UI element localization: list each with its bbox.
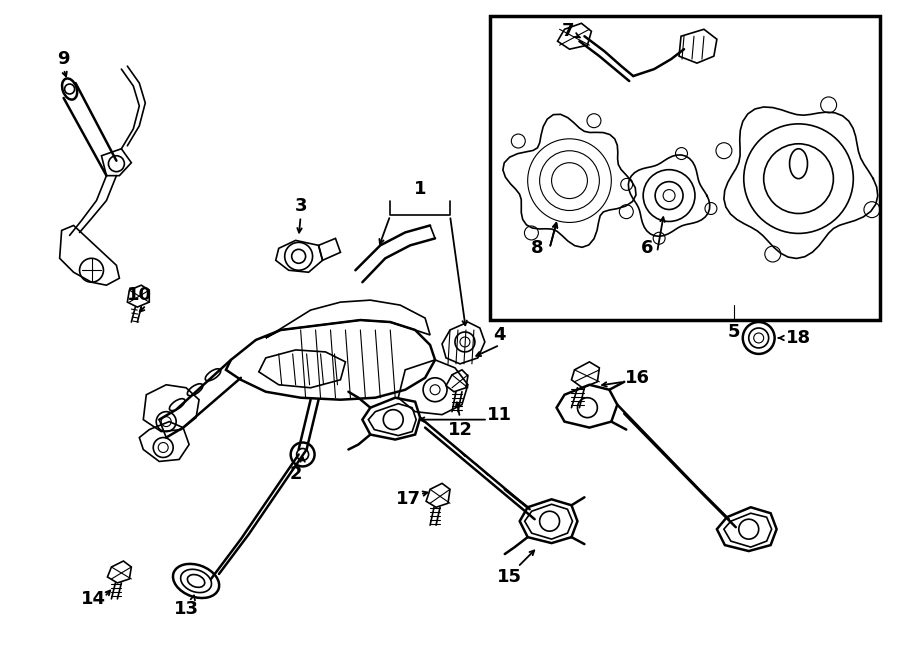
Text: 12: 12: [447, 420, 473, 439]
Text: 3: 3: [294, 197, 307, 214]
Text: 9: 9: [58, 50, 70, 68]
Text: 7: 7: [562, 23, 574, 40]
Text: 18: 18: [786, 329, 811, 347]
Text: 6: 6: [641, 240, 653, 258]
Text: 5: 5: [727, 323, 740, 341]
Text: 11: 11: [487, 406, 512, 424]
Text: 1: 1: [414, 179, 427, 197]
Text: 14: 14: [81, 590, 106, 608]
Text: 8: 8: [531, 240, 544, 258]
Text: 2: 2: [290, 465, 302, 483]
Text: 4: 4: [493, 326, 506, 344]
Text: 10: 10: [127, 286, 152, 304]
Text: 17: 17: [396, 491, 420, 508]
Text: 13: 13: [174, 600, 199, 618]
Text: 15: 15: [497, 568, 522, 586]
Bar: [490, 17, 880, 320]
Text: 16: 16: [625, 369, 650, 387]
